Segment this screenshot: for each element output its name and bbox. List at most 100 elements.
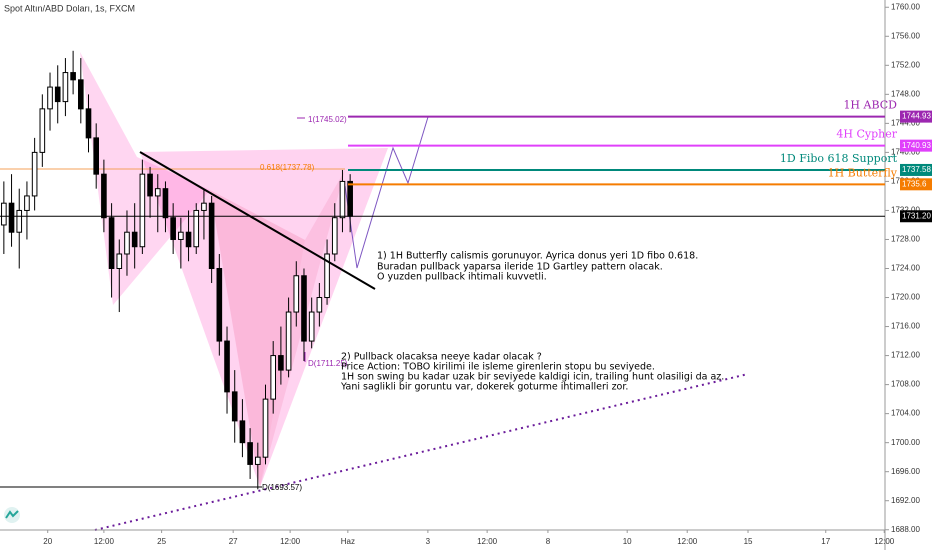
y-tick-label: 1752.00 [891, 60, 920, 69]
candle-body [108, 217, 115, 269]
x-tick-label: 12:00 [874, 537, 895, 546]
logo-mark [5, 510, 19, 519]
note-line: Price Action: TOBO kirilimi ile isleme g… [341, 362, 655, 373]
x-tick-label: 12:00 [477, 537, 498, 546]
y-tick-label: 1728.00 [891, 235, 920, 244]
candle-body [1, 202, 7, 226]
y-tick-label: 1708.00 [891, 380, 920, 389]
level-name: 1H Butterfly [828, 166, 898, 179]
x-tick-label: 10 [623, 537, 632, 546]
fib-label: 0.618(1737.78) [260, 163, 315, 172]
candle-body [216, 268, 223, 342]
candle-body [247, 442, 253, 465]
price-badge-label: 1731.20 [902, 211, 931, 220]
candle-body [24, 195, 30, 211]
trend-line [94, 373, 749, 531]
x-tick-label: 8 [546, 537, 551, 546]
x-tick-label: 12:00 [94, 537, 115, 546]
candle-body [93, 137, 100, 175]
candle-body [331, 217, 338, 255]
harmonic-patterns [0, 52, 749, 531]
x-tick-label: 12:00 [677, 537, 698, 546]
fib-label: D(1711.25) [308, 359, 348, 368]
candle-body [347, 180, 353, 217]
y-tick-label: 1760.00 [891, 2, 920, 11]
level-name: 1H ABCD [843, 99, 897, 112]
candle-body [308, 311, 315, 342]
candle-body [147, 173, 153, 197]
y-tick-label: 1688.00 [891, 525, 920, 534]
candle-body [139, 173, 146, 248]
note-line: 1H son swing bu kadar uzak bir seviyede … [341, 372, 724, 383]
candle-body [208, 202, 215, 270]
y-tick-label: 1692.00 [891, 496, 920, 505]
candle-body [178, 231, 184, 240]
candle-body [31, 151, 38, 197]
candle-body [278, 355, 284, 371]
y-tick-label: 1716.00 [891, 322, 920, 331]
candle-body [162, 188, 169, 219]
note-line: Yani saglikli bir goruntu var, dokerek g… [340, 382, 628, 393]
x-tick-label: Haz [341, 537, 355, 546]
candle-body [85, 108, 92, 139]
candle-body [47, 86, 53, 110]
candle-body [193, 209, 200, 248]
candle-body [101, 173, 107, 219]
price-badge [900, 163, 932, 176]
price-axis [885, 0, 932, 550]
y-tick-label: 1744.00 [891, 118, 920, 127]
candle-body [154, 188, 161, 197]
y-tick-label: 1756.00 [891, 31, 920, 40]
candle-body [316, 297, 323, 313]
candles [1, 50, 353, 490]
note-line: Buradan pullback yaparsa ileride 1D Gart… [377, 262, 663, 273]
price-badge-label: 1740.93 [902, 141, 931, 150]
y-tick-label: 1740.00 [891, 148, 920, 157]
price-badge-label: 1744.93 [902, 112, 931, 121]
y-tick-label: 1748.00 [891, 89, 920, 98]
price-badge-label: 1737.58 [902, 165, 931, 174]
price-badge [900, 210, 932, 223]
pattern-triangle [210, 190, 305, 487]
candle-body [16, 209, 23, 233]
candle-body [293, 275, 300, 313]
y-tick-label: 1700.00 [891, 438, 920, 447]
candle-body [224, 340, 230, 393]
x-tick-label: 17 [821, 537, 830, 546]
candle-body [301, 275, 307, 342]
candle-body [131, 231, 138, 248]
x-tick-label: 15 [744, 537, 753, 546]
price-badge [900, 110, 932, 123]
candle-body [254, 456, 261, 465]
price-badge [900, 178, 932, 191]
note-line: O yuzden pullback ihtimali kuvvetli. [377, 272, 547, 283]
pattern-triangle [80, 52, 137, 305]
x-tick-label: 3 [426, 537, 431, 546]
y-tick-label: 1712.00 [891, 351, 920, 360]
pattern-triangle [113, 157, 210, 305]
candle-body [124, 231, 130, 255]
chart-title: Spot Altın/ABD Doları, 1s, FXCM [4, 3, 135, 13]
y-tick-label: 1724.00 [891, 264, 920, 273]
candle-body [231, 391, 238, 422]
candle-body [54, 86, 61, 103]
candle-body [262, 398, 269, 458]
x-tick-label: 27 [229, 537, 238, 546]
candle-body [8, 202, 15, 233]
y-tick-label: 1696.00 [891, 467, 920, 476]
candle-body [324, 253, 330, 299]
candle-body [239, 420, 246, 444]
trend-line [139, 151, 376, 290]
fib-label: 1(1745.02) [308, 115, 347, 124]
candle-body [201, 202, 207, 211]
y-tick-label: 1704.00 [891, 409, 920, 418]
level-name: 4H Cypher [836, 128, 897, 141]
price-badge-label: 1735.6 [902, 179, 927, 188]
candle-body [170, 217, 176, 240]
candle-body [185, 231, 192, 248]
candle-body [285, 311, 292, 371]
y-tick-label: 1720.00 [891, 293, 920, 302]
candle-body [339, 180, 346, 219]
candle-body [39, 108, 46, 153]
